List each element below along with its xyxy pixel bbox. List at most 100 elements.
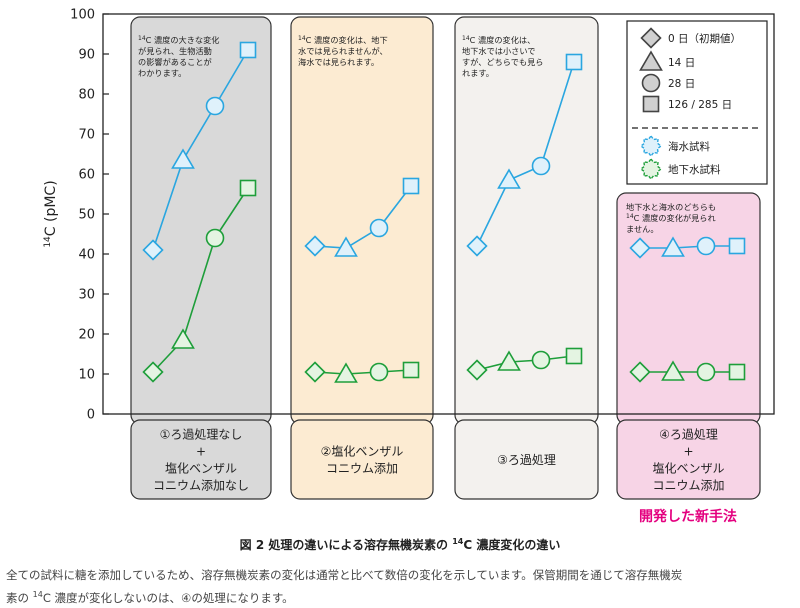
y-tick-label-30: 30 <box>78 288 95 303</box>
panel-note-4-line-2: 14C 濃度の変化が見られ <box>626 213 716 223</box>
category-label-4-line-4: コニウム添加 <box>652 479 724 493</box>
panel-note-1-line-2: が見られ、生物活動 <box>138 46 212 56</box>
panel-note-sup: 14 <box>626 213 634 220</box>
series-line-seawater-panel-4 <box>640 245 737 249</box>
figure-caption: 図 2 処理の違いによる溶存無機炭素の 14C 濃度変化の違い <box>239 537 561 552</box>
category-label-1-line-3: 塩化ベンザル <box>165 461 237 476</box>
y-tick-label-10: 10 <box>78 368 95 383</box>
series-line-groundwater-panel-2 <box>314 369 412 375</box>
point-seawater-panel-1-day-4 <box>239 41 257 59</box>
y-tick-label-80: 80 <box>78 88 95 103</box>
panel-note-2-line-3: 海水では見られます。 <box>298 57 379 67</box>
legend-marker-circle <box>641 73 661 93</box>
point-seawater-panel-2-day-1 <box>304 235 326 257</box>
legend-label-diamond: 0 日（初期値） <box>668 32 741 45</box>
category-label-4-line-1: ④ろ過処理 <box>659 428 718 442</box>
point-groundwater-panel-1-day-2 <box>171 328 195 349</box>
legend-series-label-2: 地下水試料 <box>668 163 721 176</box>
point-seawater-panel-4-day-4 <box>728 237 746 255</box>
point-groundwater-panel-1-day-4 <box>239 179 257 197</box>
category-label-1-line-1: ①ろ過処理なし <box>160 428 243 442</box>
legend-label-square: 126 / 285 日 <box>668 99 732 111</box>
point-groundwater-panel-4-day-3 <box>696 362 716 382</box>
body-text-line-2: 素の 14C 濃度が変化しないのは、④の処理になります。 <box>6 590 294 605</box>
panel-note-sup: 14 <box>138 35 146 42</box>
point-seawater-panel-2-day-2 <box>334 236 358 257</box>
panel-note-1-line-1: 14C 濃度の大きな変化 <box>138 35 219 45</box>
category-label-1-line-2: + <box>196 445 206 459</box>
y-tick-label-60: 60 <box>78 168 95 183</box>
point-seawater-panel-3-day-3 <box>531 156 551 176</box>
point-groundwater-panel-2-day-1 <box>304 361 326 383</box>
point-groundwater-panel-4-day-4 <box>728 363 746 381</box>
point-seawater-panel-3-day-1 <box>466 235 488 257</box>
legend-series-icon-2 <box>639 157 663 181</box>
point-seawater-panel-4-day-1 <box>629 237 651 259</box>
y-tick-label-100: 100 <box>70 8 95 23</box>
body-text: 全ての試料に糖を添加しているため、溶存無機炭素の変化は通常と比べて数倍の変化を示… <box>6 566 796 608</box>
legend-marker-diamond <box>640 27 662 49</box>
panel-note-3-line-1: 14C 濃度の変化は、 <box>462 35 535 45</box>
point-groundwater-panel-3-day-4 <box>565 347 583 365</box>
panel-note-3-line-4: れます。 <box>462 68 494 78</box>
point-seawater-panel-1-day-3 <box>205 96 225 116</box>
new-method-label: 開発した新手法 <box>639 508 737 525</box>
panel-note-2-line-1: 14C 濃度の変化は、地下 <box>298 35 388 45</box>
point-groundwater-panel-2-day-4 <box>402 361 420 379</box>
point-seawater-panel-3-day-2 <box>497 168 521 189</box>
panel-note-1-line-3: の影響があることが <box>138 57 212 67</box>
panel-note-sup: 14 <box>462 35 470 42</box>
point-groundwater-panel-3-day-1 <box>466 359 488 381</box>
panel-note-4-line-1: 地下水と海水のどちらも <box>626 202 716 212</box>
point-groundwater-panel-3-day-2 <box>497 350 521 371</box>
category-label-4-line-2: + <box>683 445 693 459</box>
point-groundwater-panel-4-day-2 <box>661 360 685 381</box>
y-axis-label-text: C (pMC) <box>43 180 59 236</box>
panel-note-3-line-3: すが、どちらでも見ら <box>462 57 543 67</box>
category-box-3 <box>454 419 599 500</box>
y-tick-label-70: 70 <box>78 128 95 143</box>
category-box-4 <box>616 419 761 500</box>
panel-note-4-line-3: ません。 <box>626 224 659 234</box>
panel-note-text: C 濃度の大きな変化 <box>146 35 220 45</box>
y-axis-label-sup: 14 <box>43 236 53 248</box>
panel-note-text: C 濃度の変化が見られ <box>634 213 716 223</box>
legend-marker-triangle <box>639 50 663 71</box>
category-label-1-line-4: コニウム添加なし <box>153 479 249 493</box>
point-groundwater-panel-2-day-2 <box>334 362 358 383</box>
point-seawater-panel-4-day-2 <box>661 236 685 257</box>
series-line-seawater-panel-2 <box>314 185 412 249</box>
legend-marker-square <box>642 95 660 113</box>
category-label-2-line-2: コニウム添加 <box>326 462 398 476</box>
y-tick-label-0: 0 <box>87 408 95 423</box>
point-seawater-panel-1-day-2 <box>171 148 195 169</box>
panel-note-sup: 14 <box>298 35 306 42</box>
panel-note-text: C 濃度の変化は、地下 <box>306 35 388 45</box>
point-seawater-panel-1-day-1 <box>142 239 164 261</box>
legend-series-icon-1 <box>639 134 663 158</box>
y-tick-label-20: 20 <box>78 328 95 343</box>
point-groundwater-panel-4-day-1 <box>629 361 651 383</box>
legend-label-triangle: 14 日 <box>668 57 695 69</box>
panel-note-text: C 濃度の変化は、 <box>470 35 536 45</box>
y-tick-label-50: 50 <box>78 208 95 223</box>
point-seawater-panel-4-day-3 <box>696 236 716 256</box>
category-box-1 <box>130 419 272 500</box>
series-line-seawater-panel-3 <box>476 61 575 247</box>
y-tick-label-40: 40 <box>78 248 95 263</box>
series-line-seawater-panel-1 <box>152 49 249 251</box>
point-groundwater-panel-2-day-3 <box>369 362 389 382</box>
point-seawater-panel-2-day-3 <box>369 218 389 238</box>
category-box-2 <box>290 419 434 500</box>
point-groundwater-panel-1-day-3 <box>205 228 225 248</box>
category-label-4-line-3: 塩化ベンザル <box>652 461 724 476</box>
series-line-groundwater-panel-1 <box>152 187 249 373</box>
series-line-groundwater-panel-3 <box>476 355 575 371</box>
panel-note-2-line-2: 水では見られませんが、 <box>298 46 388 56</box>
category-label-2-line-1: ②塩化ベンザル <box>321 444 404 459</box>
category-label-3-line-1: ③ろ過処理 <box>497 453 556 467</box>
point-groundwater-panel-3-day-3 <box>531 350 551 370</box>
panel-note-1-line-4: わかります。 <box>138 68 186 78</box>
